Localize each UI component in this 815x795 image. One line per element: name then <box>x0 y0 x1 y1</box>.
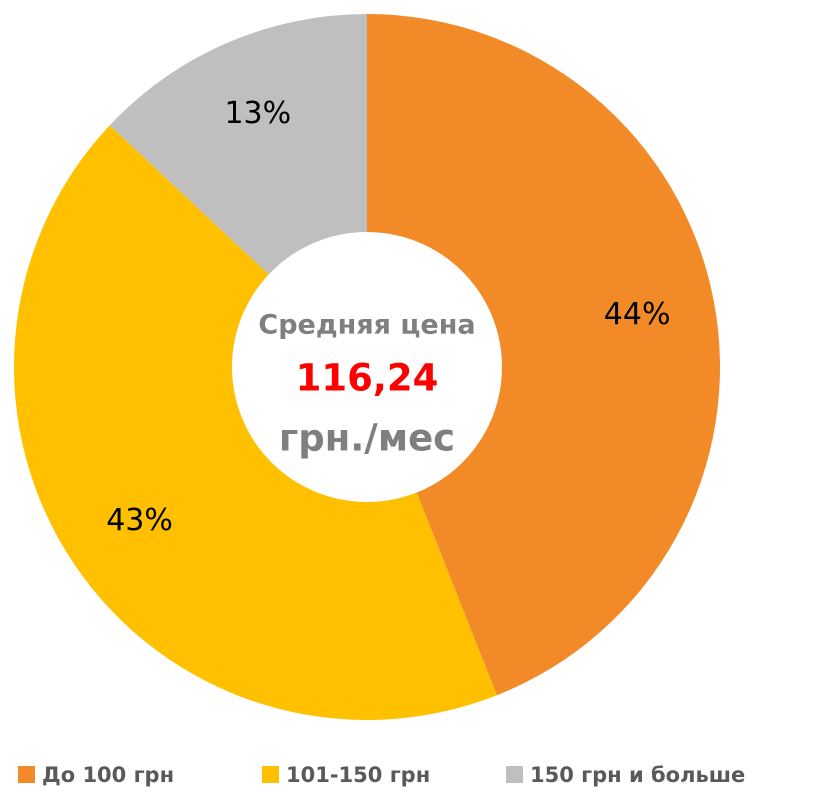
data-label: 13% <box>224 96 291 131</box>
legend-swatch <box>262 766 279 783</box>
legend-swatch <box>18 766 35 783</box>
legend-label: 150 грн и больше <box>530 763 745 787</box>
center-unit: грн./мес <box>279 417 455 460</box>
center-value: 116,24 <box>296 357 439 400</box>
legend-label: 101-150 грн <box>286 763 430 787</box>
center-label: Средняя цена <box>258 310 475 341</box>
legend-swatch <box>506 766 523 783</box>
legend-label: До 100 грн <box>42 763 174 787</box>
pie-slice <box>13 125 497 721</box>
data-label: 43% <box>106 503 173 538</box>
pie-slice <box>367 14 720 696</box>
data-label: 44% <box>604 297 671 332</box>
pie-slice <box>109 14 367 275</box>
